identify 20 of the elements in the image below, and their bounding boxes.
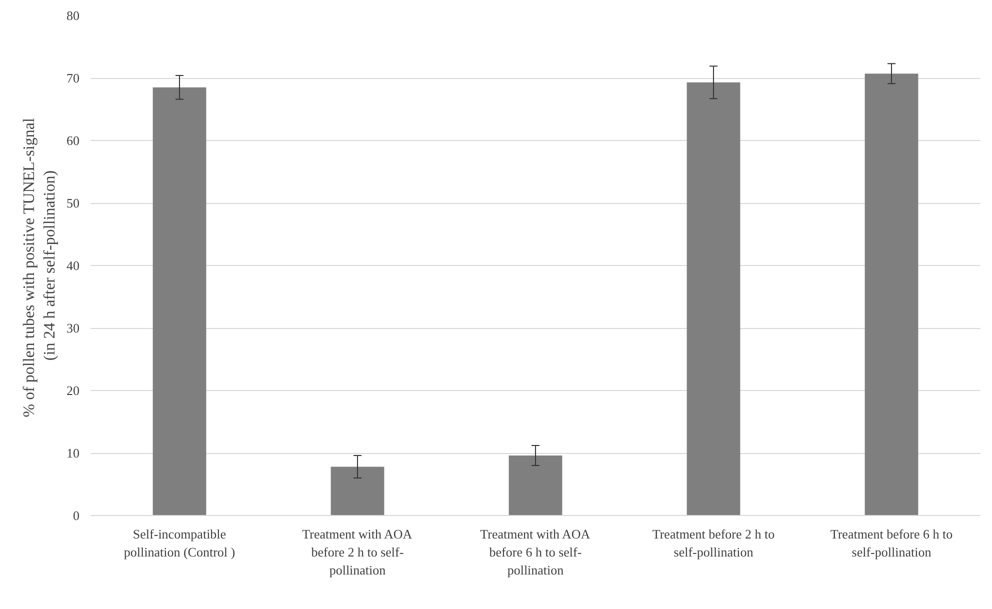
y-tick-label: 60 [66,133,80,148]
y-tick-label: 40 [66,258,80,273]
x-tick-label: Treatment with AOA before 2 h to self-pollination [302,526,413,578]
x-tick-label: Treatment before 2 h to self-pollination [652,526,775,560]
x-tick-label: Treatment before 6 h to self-pollination [830,526,953,560]
bar [686,82,740,516]
y-tick-label: 30 [66,320,80,336]
bar [152,87,206,516]
y-tick-label: 50 [66,196,80,210]
y-tick-label: 0 [73,508,80,523]
y-tick-label: 10 [66,446,80,460]
x-tick-label: Treatment with AOA before 6 h to self-pollination [480,526,591,578]
y-tick-label: 70 [66,70,80,86]
y-tick-label: 20 [66,383,80,398]
y-tick-label: 80 [66,8,80,23]
bar [508,456,562,516]
x-tick-label: Self-incompatible pollination (Control ) [124,526,236,560]
y-axis-title: % of pollen tubes with positive TUNEL-signal (in 24 h after self-pollination) [21,117,58,418]
bar [864,74,918,516]
bar [330,466,384,516]
